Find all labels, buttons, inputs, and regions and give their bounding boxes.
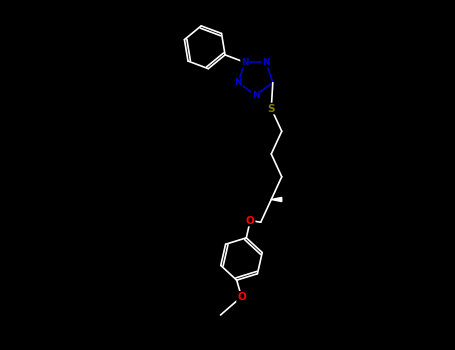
Polygon shape: [271, 197, 282, 202]
Text: N: N: [241, 58, 248, 67]
Text: N: N: [252, 91, 259, 100]
Text: N: N: [234, 78, 242, 87]
Text: O: O: [237, 292, 246, 302]
Text: O: O: [246, 216, 255, 225]
Text: N: N: [263, 58, 270, 67]
Text: S: S: [268, 104, 275, 113]
